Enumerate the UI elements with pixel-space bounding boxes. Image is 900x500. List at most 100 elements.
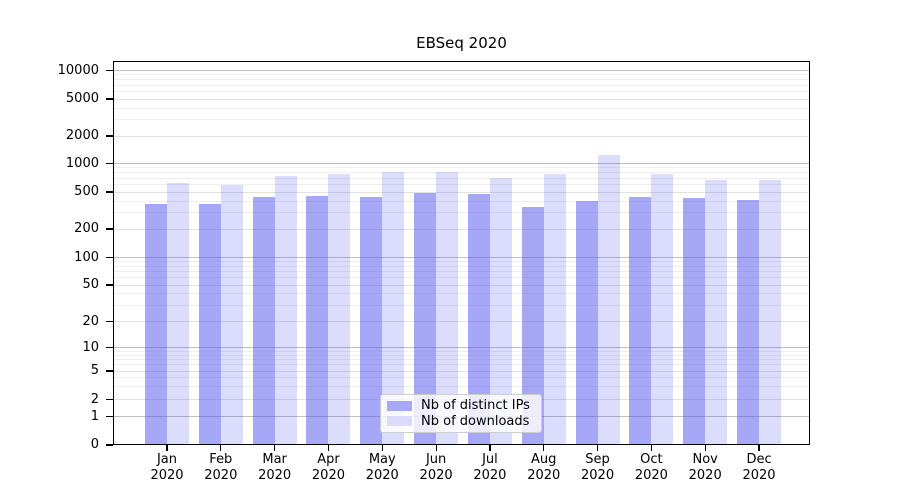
bar-distinct-ips-jan	[145, 203, 167, 445]
bar-distinct-ips-dec	[737, 199, 760, 445]
legend: Nb of distinct IPs Nb of downloads	[380, 394, 542, 433]
bar-downloads-dec	[759, 180, 782, 445]
x-tick-label-sep: Sep 2020	[581, 452, 615, 483]
gridline-minor	[113, 212, 810, 214]
y-tick-mark-10000	[106, 69, 113, 72]
x-tick-label-may: May 2020	[365, 452, 399, 483]
y-tick-mark-200	[106, 228, 113, 230]
gridline-minor	[113, 91, 810, 92]
gridline-minor	[113, 386, 810, 388]
y-tick-label-200: 200	[74, 221, 99, 236]
legend-label-distinct-ips: Nb of distinct IPs	[421, 398, 530, 414]
x-tick-mark-jul	[489, 445, 491, 451]
gridline-10	[113, 347, 810, 348]
y-tick-mark-5	[106, 370, 113, 372]
y-tick-label-20: 20	[82, 313, 99, 329]
x-tick-mark-jan	[166, 445, 168, 451]
bar-distinct-ips-nov	[683, 197, 706, 445]
bar-downloads-sep	[597, 155, 620, 445]
y-tick-mark-50	[106, 284, 113, 286]
x-tick-mark-dec	[758, 445, 760, 451]
legend-entry-distinct-ips: Nb of distinct IPs	[387, 398, 535, 414]
y-tick-mark-10	[106, 346, 113, 349]
bar-distinct-ips-jul	[467, 193, 490, 445]
x-tick-label-nov: Nov 2020	[688, 452, 722, 483]
x-tick-label-mar: Mar 2020	[258, 452, 292, 483]
plot-area	[113, 61, 810, 445]
y-tick-label-1000: 1000	[65, 155, 99, 171]
gridline-minor	[113, 293, 810, 295]
y-tick-label-10: 10	[82, 339, 99, 355]
y-tick-label-2000: 2000	[65, 128, 99, 143]
x-tick-mark-oct	[650, 445, 652, 451]
gridline-minor	[113, 261, 810, 263]
y-tick-label-1: 1	[90, 408, 99, 424]
gridline-200	[113, 228, 810, 230]
gridline-minor	[113, 354, 810, 356]
gridline-minor	[113, 265, 810, 267]
gridline-minor	[113, 377, 810, 379]
x-tick-label-jun: Jun 2020	[419, 452, 453, 483]
gridline-minor	[113, 74, 810, 76]
gridline-minor	[113, 277, 810, 279]
y-tick-mark-2000	[106, 135, 113, 137]
x-tick-mark-may	[381, 445, 383, 451]
gridline-50	[113, 284, 810, 286]
bar-distinct-ips-mar	[252, 197, 275, 445]
legend-swatch-distinct-ips	[387, 400, 412, 411]
x-tick-label-feb: Feb 2020	[204, 452, 238, 483]
gridline-500	[113, 191, 810, 193]
bar-distinct-ips-feb	[198, 203, 221, 445]
gridline-minor	[113, 359, 810, 361]
gridline-100	[113, 257, 810, 258]
gridline-minor	[113, 184, 810, 185]
y-tick-label-2: 2	[90, 391, 99, 407]
gridline-20	[113, 321, 810, 322]
x-tick-label-jan: Jan 2020	[150, 452, 184, 483]
bar-downloads-oct	[651, 174, 674, 445]
x-tick-label-oct: Oct 2020	[634, 452, 668, 483]
gridline-minor	[113, 350, 810, 352]
x-tick-mark-feb	[220, 445, 222, 451]
bar-downloads-mar	[274, 176, 297, 445]
y-tick-mark-5000	[106, 98, 113, 100]
legend-label-downloads: Nb of downloads	[421, 413, 530, 429]
y-tick-mark-100	[106, 256, 113, 259]
bar-downloads-jul	[489, 178, 512, 445]
y-tick-label-500: 500	[74, 184, 99, 199]
bar-downloads-aug	[543, 174, 566, 445]
y-tick-label-100: 100	[74, 249, 99, 265]
bar-downloads-feb	[220, 185, 243, 445]
legend-swatch-downloads	[387, 416, 412, 427]
gridline-2000	[113, 135, 810, 137]
bar-distinct-ips-aug	[521, 206, 544, 445]
y-tick-mark-500	[106, 191, 113, 193]
y-tick-label-5: 5	[90, 363, 99, 378]
bar-distinct-ips-oct	[629, 196, 652, 445]
bar-distinct-ips-may	[360, 196, 383, 445]
bar-distinct-ips-apr	[306, 195, 329, 445]
y-tick-mark-2	[106, 398, 113, 401]
bar-distinct-ips-sep	[575, 201, 598, 445]
gridline-minor	[113, 167, 810, 169]
y-tick-mark-1	[106, 415, 113, 418]
legend-entry-downloads: Nb of downloads	[387, 414, 535, 430]
x-tick-label-aug: Aug 2020	[527, 452, 561, 483]
gridline-1000	[113, 163, 810, 164]
x-tick-mark-nov	[704, 445, 706, 451]
gridline-minor	[113, 304, 810, 306]
gridline-5	[113, 370, 810, 372]
x-tick-mark-mar	[274, 445, 276, 451]
x-tick-mark-jun	[435, 445, 437, 451]
y-tick-label-10000: 10000	[57, 62, 99, 78]
x-tick-mark-sep	[596, 445, 599, 451]
bar-downloads-nov	[705, 180, 728, 445]
x-tick-mark-aug	[543, 445, 545, 451]
gridline-minor	[113, 177, 810, 179]
y-tick-label-50: 50	[82, 277, 99, 292]
bar-downloads-jun	[436, 172, 459, 445]
gridline-minor	[113, 107, 810, 109]
x-tick-label-apr: Apr 2020	[311, 452, 345, 483]
gridline-minor	[113, 79, 810, 81]
